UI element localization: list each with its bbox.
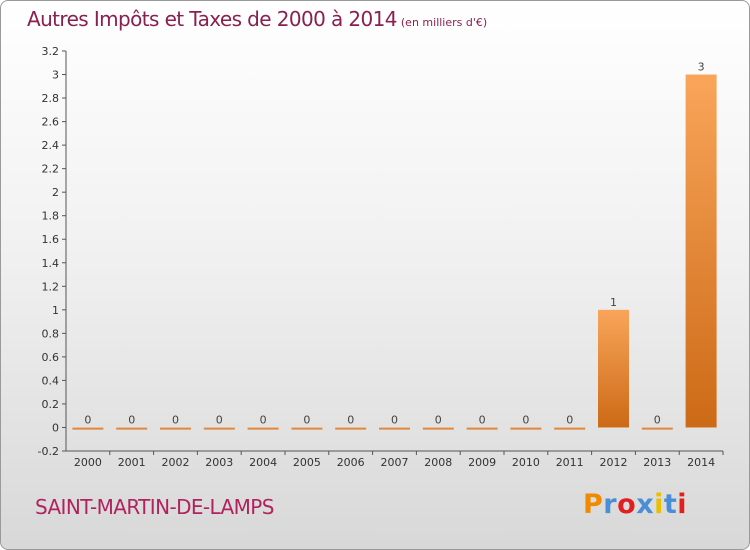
x-tick-label: 2005 bbox=[293, 456, 321, 469]
logo-letter: t bbox=[663, 489, 678, 520]
x-tick-label: 2008 bbox=[424, 456, 452, 469]
data-labels: 0 0 0 0 0 0 0 0 0 0 0 0 1 0 3 bbox=[84, 61, 704, 427]
data-label: 3 bbox=[698, 61, 705, 74]
y-tick-label: 0.6 bbox=[42, 351, 60, 364]
y-tick-label: 3 bbox=[52, 69, 59, 82]
data-label: 0 bbox=[654, 413, 661, 426]
data-label: 0 bbox=[391, 413, 398, 426]
bars bbox=[72, 74, 717, 430]
x-tick-label: 2002 bbox=[162, 456, 190, 469]
bar bbox=[116, 427, 148, 430]
x-tick-label: 2003 bbox=[205, 456, 233, 469]
bar bbox=[466, 427, 498, 430]
x-tick-label: 2010 bbox=[512, 456, 540, 469]
data-label: 0 bbox=[260, 413, 267, 426]
x-tick-label: 2011 bbox=[556, 456, 584, 469]
data-label: 0 bbox=[522, 413, 529, 426]
data-label: 0 bbox=[566, 413, 573, 426]
title-unit: (en milliers d'€) bbox=[400, 16, 488, 29]
bar bbox=[72, 427, 104, 430]
y-tick-label: 1.6 bbox=[42, 233, 60, 246]
chart-title: Autres Impôts et Taxes de 2000 à 2014 (en… bbox=[27, 7, 487, 31]
x-tick-label: 2007 bbox=[381, 456, 409, 469]
y-tick-label: 3.2 bbox=[42, 45, 60, 58]
y-tick-label: -0.2 bbox=[38, 445, 59, 458]
y-tick-label: 1 bbox=[52, 304, 59, 317]
axes: -0.2 0 0.2 0.4 0.6 0.8 1 1.2 1.4 1.6 1.8 2 2.2 2.4 2.6… bbox=[38, 45, 724, 469]
logo-letter: i bbox=[654, 489, 664, 520]
x-tick-label: 2014 bbox=[687, 456, 715, 469]
y-tick-label: 0.8 bbox=[42, 327, 60, 340]
y-tick-label: 1.2 bbox=[42, 280, 60, 293]
data-label: 1 bbox=[610, 296, 617, 309]
y-tick-label: 1.4 bbox=[42, 257, 60, 270]
data-label: 0 bbox=[435, 413, 442, 426]
bar bbox=[160, 427, 191, 430]
y-tick-label: 1.8 bbox=[42, 210, 60, 223]
bar bbox=[598, 309, 629, 428]
x-tick-label: 2001 bbox=[118, 456, 146, 469]
bar bbox=[685, 74, 717, 428]
y-tick-label: 0 bbox=[52, 421, 59, 434]
bar bbox=[291, 427, 323, 430]
data-label: 0 bbox=[128, 413, 135, 426]
y-tick-label: 2.6 bbox=[42, 116, 60, 129]
x-tick-label: 2012 bbox=[600, 456, 628, 469]
bar bbox=[203, 427, 235, 430]
logo-letter: i bbox=[677, 489, 688, 520]
bar bbox=[554, 427, 586, 430]
data-label: 0 bbox=[84, 413, 91, 426]
x-tick-label: 2004 bbox=[249, 456, 277, 469]
logo-letter: P bbox=[583, 489, 604, 520]
commune-name: SAINT-MARTIN-DE-LAMPS bbox=[35, 495, 274, 519]
y-tick-label: 2.2 bbox=[42, 163, 60, 176]
data-label: 0 bbox=[479, 413, 486, 426]
data-label: 0 bbox=[303, 413, 310, 426]
title-text: Autres Impôts et Taxes de 2000 à 2014 bbox=[27, 7, 397, 31]
data-label: 0 bbox=[172, 413, 179, 426]
bar bbox=[510, 427, 542, 430]
y-tick-label: 2.4 bbox=[42, 139, 60, 152]
bar bbox=[335, 427, 367, 430]
x-tick-label: 2000 bbox=[74, 456, 102, 469]
y-tick-label: 2 bbox=[52, 186, 59, 199]
logo-letter: x bbox=[636, 489, 655, 520]
x-tick-label: 2013 bbox=[643, 456, 671, 469]
proxiti-logo: Proxiti bbox=[583, 489, 687, 520]
bar bbox=[247, 427, 279, 430]
bar bbox=[641, 427, 673, 430]
y-tick-label: 0.2 bbox=[42, 398, 60, 411]
x-tick-label: 2009 bbox=[468, 456, 496, 469]
y-tick-label: 2.8 bbox=[42, 92, 60, 105]
bar bbox=[379, 427, 410, 430]
logo-letter: r bbox=[603, 489, 618, 520]
logo-letter: o bbox=[617, 489, 637, 520]
bar bbox=[422, 427, 454, 430]
data-label: 0 bbox=[347, 413, 354, 426]
data-label: 0 bbox=[216, 413, 223, 426]
y-tick-label: 0.4 bbox=[42, 374, 60, 387]
x-tick-label: 2006 bbox=[337, 456, 365, 469]
